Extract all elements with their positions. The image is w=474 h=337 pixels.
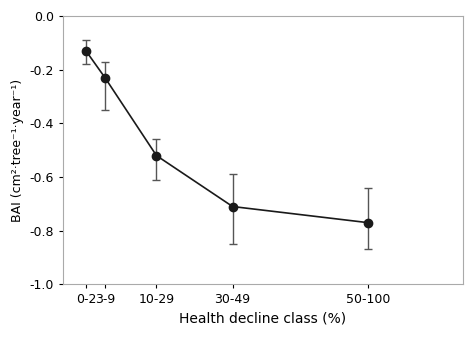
- X-axis label: Health decline class (%): Health decline class (%): [180, 312, 346, 326]
- Y-axis label: BAI (cm²·tree⁻¹·year⁻¹): BAI (cm²·tree⁻¹·year⁻¹): [11, 79, 24, 222]
